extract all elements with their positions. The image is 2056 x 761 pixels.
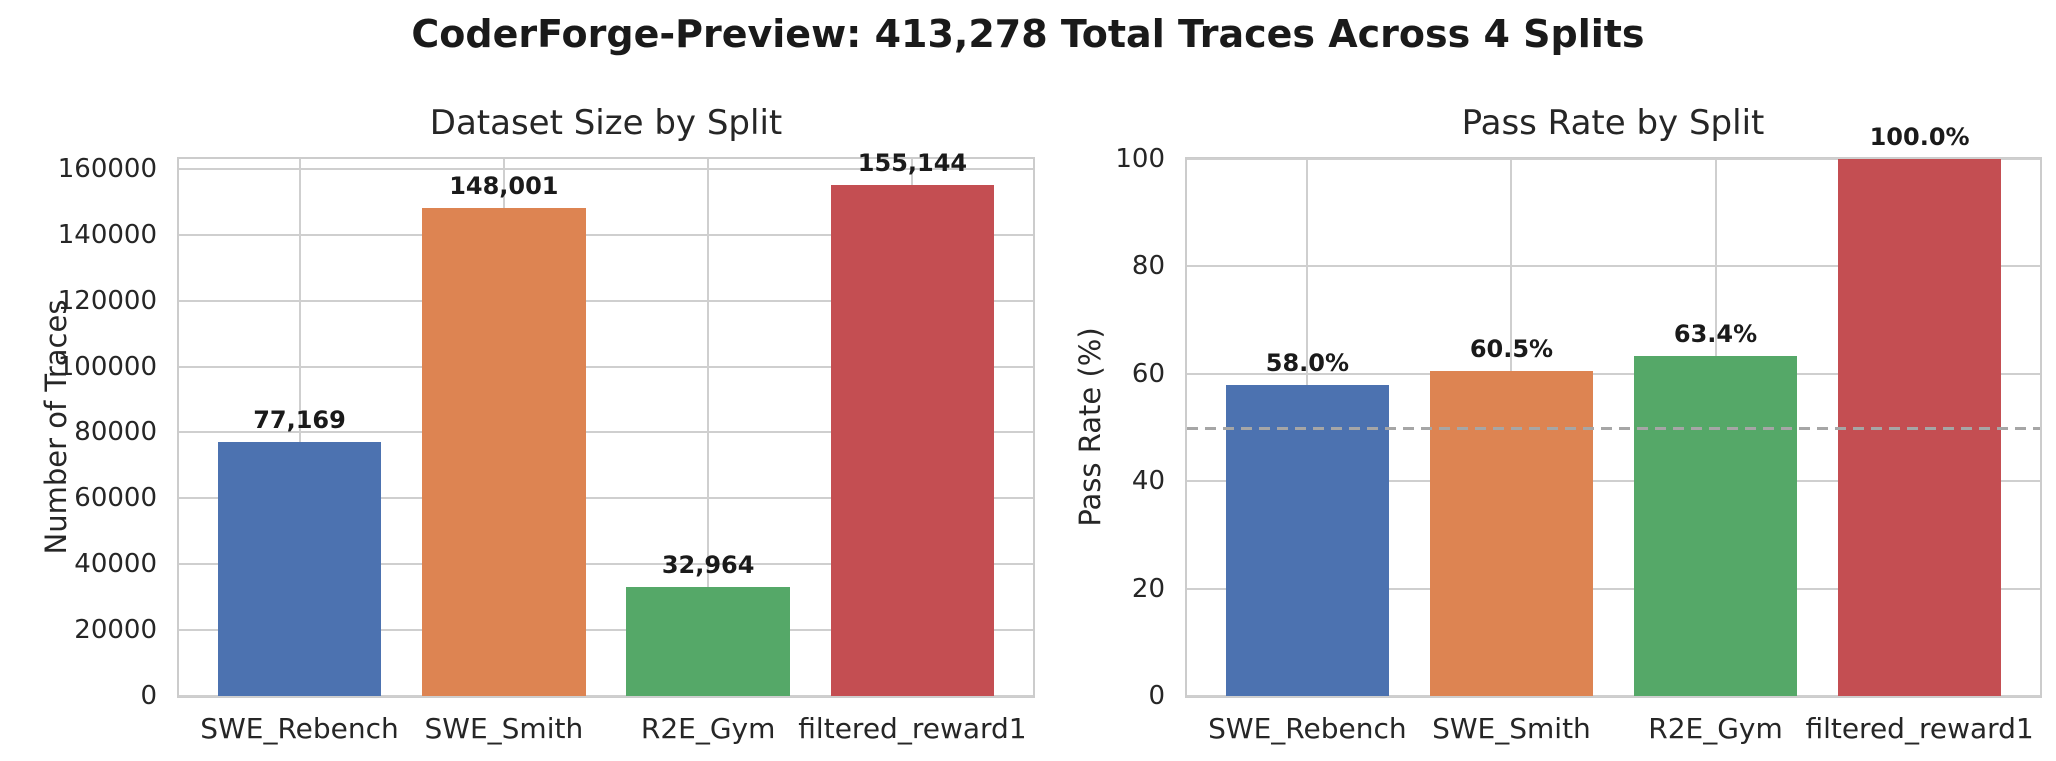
y-axis-label: Pass Rate (%) (1073, 327, 1107, 527)
y-gridline (1187, 480, 2040, 483)
x-gridline (1918, 159, 1921, 696)
x-tick-label: SWE_Rebench (1208, 712, 1407, 745)
bar-value-label: 63.4% (1673, 319, 1758, 348)
bar-swe_rebench (217, 441, 382, 696)
y-tick-label: 0 (1148, 681, 1165, 711)
y-gridline (1187, 695, 2040, 697)
bar-swe_rebench (1225, 384, 1390, 696)
bar-value-label: 60.5% (1469, 335, 1554, 364)
x-gridline (1306, 159, 1309, 696)
bar-swe_smith (422, 208, 586, 696)
y-gridline (179, 629, 1033, 632)
y-tick-label: 60 (1131, 358, 1165, 389)
bar-value-label: 32,964 (661, 551, 755, 580)
y-gridline (179, 233, 1033, 236)
y-gridline (1187, 587, 2040, 590)
x-gridline (1510, 159, 1513, 696)
x-gridline (707, 159, 710, 696)
x-tick-label: filtered_reward1 (798, 712, 1027, 745)
y-tick-label: 0 (140, 681, 157, 711)
bar-value-label: 148,001 (449, 172, 559, 201)
x-tick-label: SWE_Smith (1432, 712, 1591, 745)
y-gridline (179, 431, 1033, 434)
x-gridline (911, 159, 914, 696)
y-tick-label: 120000 (57, 285, 157, 316)
y-tick-label: 100000 (57, 351, 157, 382)
bar-r2e_gym (1633, 355, 1798, 696)
chart-title: Pass Rate by Split (1461, 103, 1765, 143)
chart-title: Dataset Size by Split (429, 103, 783, 143)
bar-value-label: 155,144 (857, 148, 968, 177)
y-tick-label: 160000 (57, 153, 157, 184)
y-gridline (1187, 372, 2040, 375)
x-tick-label: SWE_Rebench (200, 712, 399, 745)
bar-value-label: 77,169 (253, 405, 346, 434)
y-gridline (179, 563, 1033, 566)
x-tick-label: R2E_Gym (1648, 712, 1783, 745)
y-tick-label: 80000 (74, 417, 157, 448)
plot-area (177, 157, 1035, 698)
bar-filtered_reward1 (1837, 159, 2002, 696)
y-tick-label: 20000 (74, 615, 157, 646)
y-gridline (179, 167, 1033, 170)
y-tick-label: 40 (1131, 466, 1165, 497)
y-tick-label: 60000 (74, 483, 157, 514)
x-tick-label: SWE_Smith (424, 712, 584, 745)
y-tick-label: 40000 (74, 549, 157, 580)
x-gridline (298, 159, 301, 696)
plot-area (1185, 157, 2042, 698)
x-tick-label: R2E_Gym (640, 712, 776, 745)
y-tick-label: 20 (1131, 573, 1165, 604)
x-tick-label: filtered_reward1 (1805, 712, 2034, 745)
y-axis-label: Number of Traces (39, 299, 73, 555)
bar-r2e_gym (626, 587, 790, 696)
figure-title: CoderForge-Preview: 413,278 Total Traces… (411, 12, 1645, 56)
y-tick-label: 80 (1131, 251, 1165, 282)
bar-filtered_reward1 (830, 184, 995, 696)
y-gridline (1187, 265, 2040, 268)
reference-line (1187, 426, 2040, 430)
y-gridline (179, 497, 1033, 500)
y-tick-label: 140000 (57, 219, 157, 250)
y-gridline (1187, 158, 2040, 160)
y-tick-label: 100 (1115, 144, 1165, 174)
bar-value-label: 100.0% (1869, 123, 1970, 151)
y-gridline (179, 299, 1033, 302)
x-gridline (1714, 159, 1717, 696)
x-gridline (502, 159, 505, 696)
bar-value-label: 58.0% (1265, 348, 1350, 377)
y-gridline (179, 695, 1033, 697)
y-gridline (179, 365, 1033, 368)
bar-swe_smith (1429, 371, 1594, 696)
